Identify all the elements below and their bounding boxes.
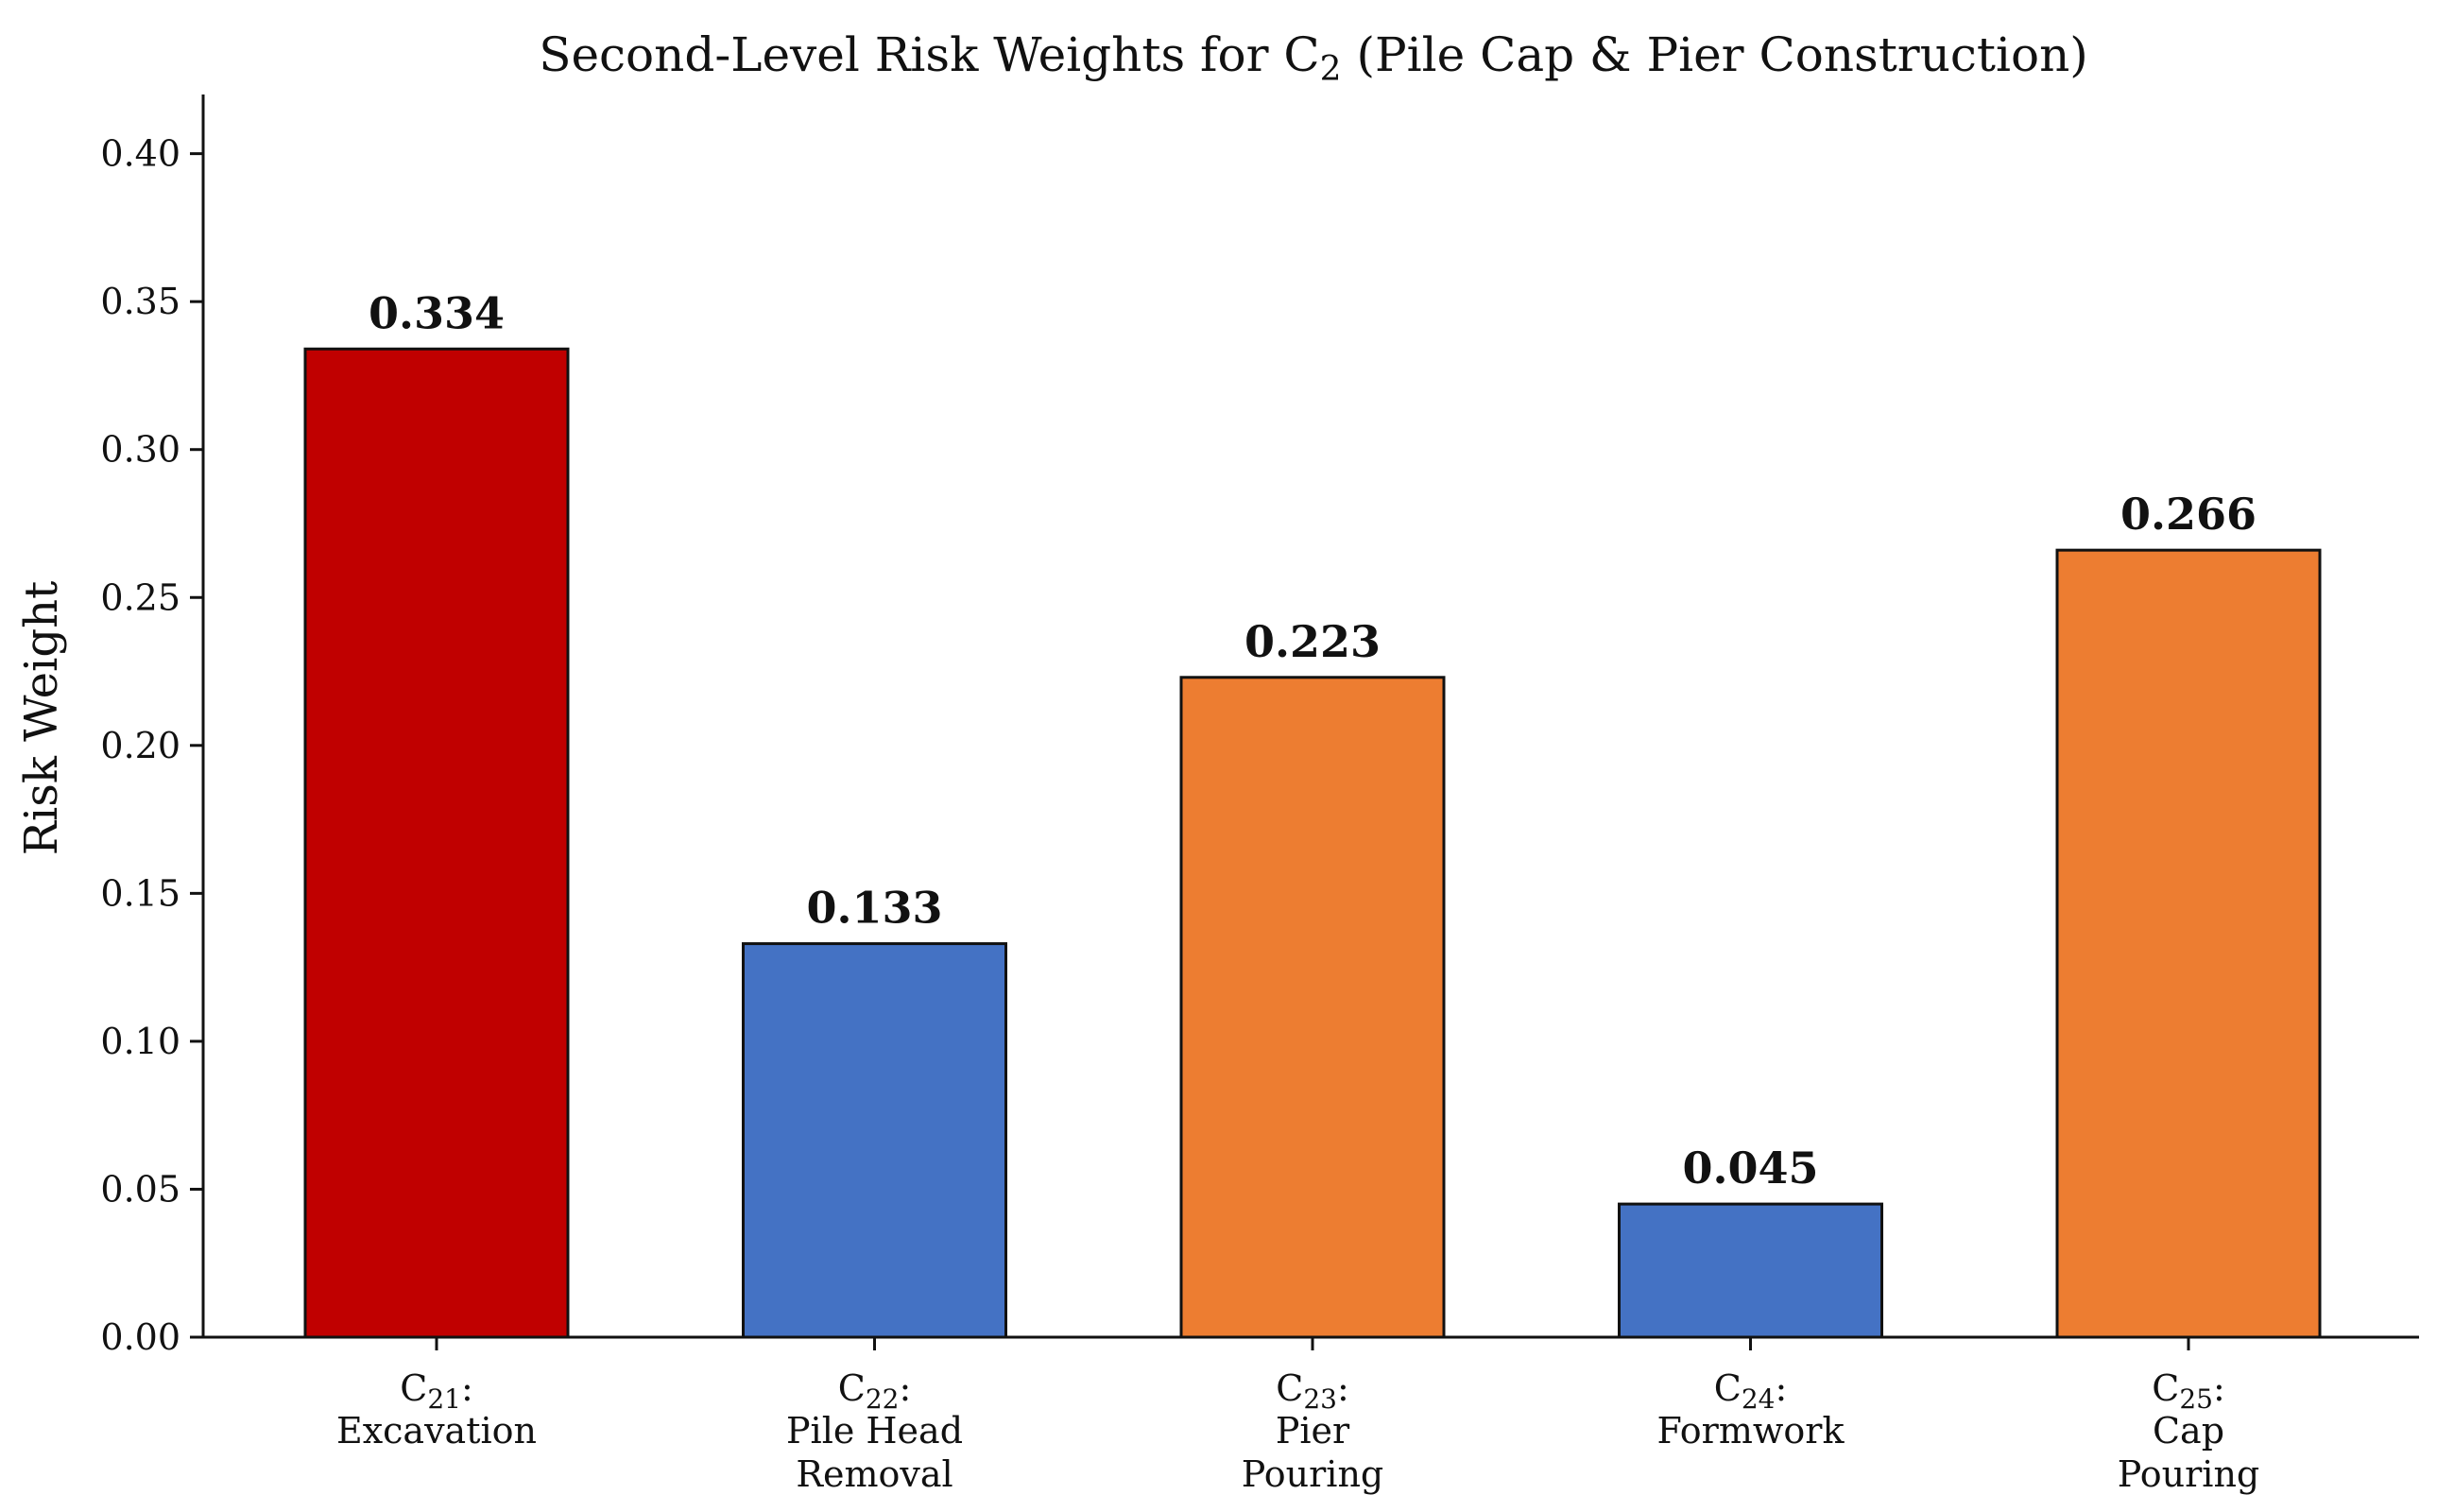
bar-value-label: 0.133	[806, 883, 942, 934]
bar-value-label: 0.334	[369, 287, 505, 338]
y-tick-label: 0.10	[100, 1021, 180, 1062]
x-tick-label-code: C22:	[838, 1367, 912, 1415]
x-tick-label-line: Pile Head	[786, 1410, 963, 1452]
x-tick-label-line: Pouring	[2118, 1453, 2260, 1495]
bar	[303, 347, 570, 1339]
x-tick-label-line: Cap	[2153, 1410, 2224, 1452]
chart-title-sub: 2	[1320, 50, 1342, 89]
x-tick-label-code: C23:	[1276, 1367, 1349, 1415]
bar	[1179, 676, 1446, 1339]
x-tick-label-line: Pouring	[1242, 1453, 1384, 1495]
x-tick-label-line: Removal	[796, 1453, 952, 1495]
x-tick-label-code: C21:	[400, 1367, 473, 1415]
y-axis-label: Risk Weight	[15, 581, 68, 856]
bar	[1618, 1202, 1883, 1339]
y-tick-label: 0.00	[100, 1316, 180, 1358]
y-tick-label: 0.30	[100, 429, 180, 471]
y-tick-label: 0.40	[100, 133, 180, 175]
bar-value-label: 0.045	[1682, 1143, 1818, 1194]
y-tick-label: 0.35	[100, 281, 180, 322]
y-tick-label: 0.20	[100, 725, 180, 766]
y-tick-label: 0.05	[100, 1168, 180, 1210]
x-tick-label-code: C25:	[2152, 1367, 2225, 1415]
bar-value-label: 0.266	[2120, 489, 2257, 540]
chart-title-after: (Pile Cap & Pier Construction)	[1342, 27, 2088, 82]
plot-area: 0.00 0.05 0.10 0.15 0.20 0.25 0.30 0.35 0.40 0.33…	[100, 94, 2419, 1495]
y-tick-label: 0.25	[100, 576, 180, 618]
x-tick-label-line: Excavation	[336, 1410, 537, 1452]
y-tick-label: 0.15	[100, 872, 180, 914]
x-tick-label-line: Pier	[1276, 1410, 1350, 1452]
x-tick-label-code: C24:	[1714, 1367, 1788, 1415]
bar	[742, 942, 1007, 1339]
chart-title: Second-Level Risk Weights for C2 (Pile C…	[539, 27, 2088, 89]
x-tick-label-line: Formwork	[1657, 1410, 1845, 1452]
bar-value-label: 0.223	[1244, 616, 1381, 667]
bar	[2055, 548, 2322, 1339]
chart-title-before: Second-Level Risk Weights for C	[539, 27, 1319, 82]
